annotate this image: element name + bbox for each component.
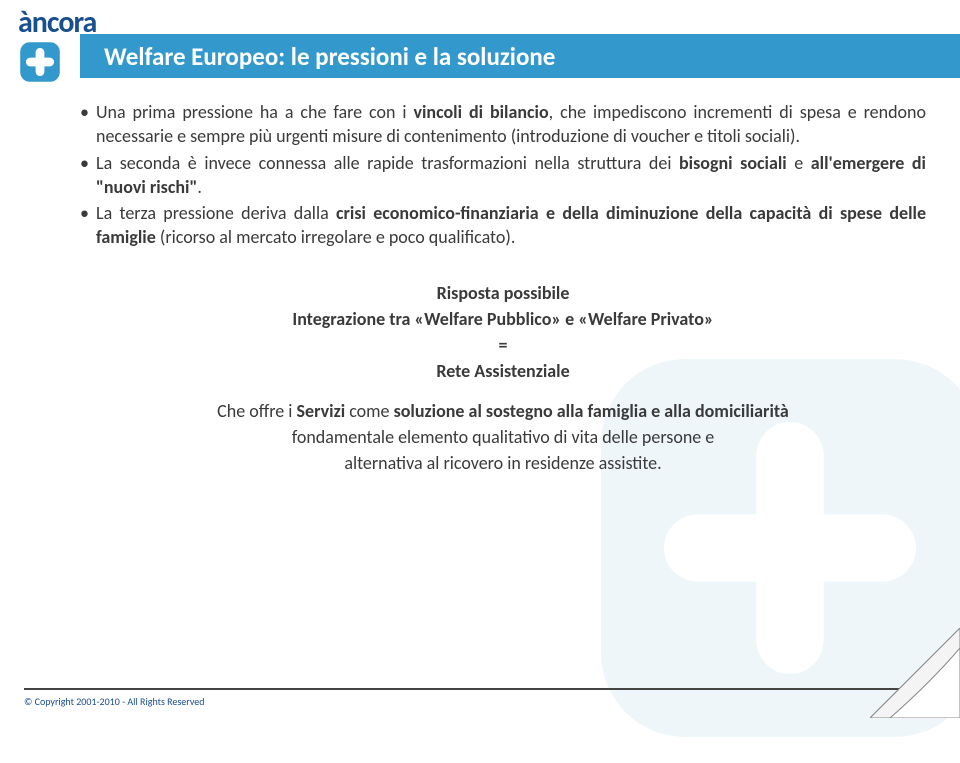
bullet-item: Una prima pressione ha a che fare con i … [80, 100, 926, 149]
bullet-list: Una prima pressione ha a che fare con i … [80, 100, 926, 250]
footer-divider [24, 688, 936, 690]
copyright-text: © Copyright 2001-2010 - All Rights Reser… [24, 695, 205, 708]
slide-body: Una prima pressione ha a che fare con i … [80, 100, 926, 476]
equals-sign: = [80, 332, 926, 358]
page-title: Welfare Europeo: le pressioni e la soluz… [104, 41, 555, 72]
bullet-item: La seconda è invece connessa alle rapide… [80, 151, 926, 200]
risposta-label: Risposta possibile [80, 280, 926, 306]
bullet-item: La terza pressione deriva dalla crisi ec… [80, 201, 926, 250]
center-answer-block: Risposta possibile Integrazione tra «Wel… [80, 280, 926, 477]
logo-cross-icon [18, 40, 62, 84]
servizi-line-2: fondamentale elemento qualitativo di vit… [80, 424, 926, 450]
title-bar: Welfare Europeo: le pressioni e la soluz… [80, 34, 960, 78]
servizi-line-1: Che offre i Servizi come soluzione al so… [80, 398, 926, 424]
servizi-line-3: alternativa al ricovero in residenze ass… [80, 450, 926, 476]
page-curl-icon [870, 628, 960, 718]
integrazione-line: Integrazione tra «Welfare Pubblico» e «W… [80, 306, 926, 332]
rete-line: Rete Assistenziale [80, 358, 926, 384]
